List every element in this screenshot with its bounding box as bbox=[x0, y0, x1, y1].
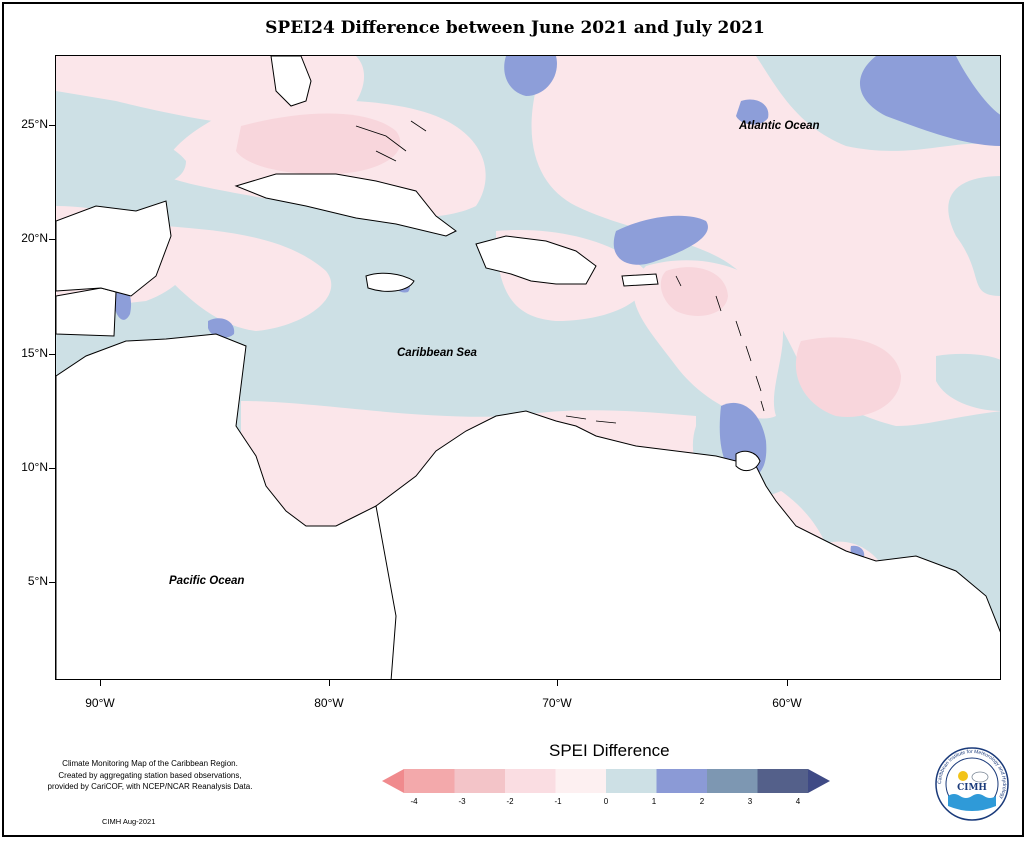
legend-tick-label: -1 bbox=[554, 797, 562, 806]
legend-cell bbox=[656, 769, 707, 793]
land-cuba bbox=[234, 173, 457, 237]
legend-cell bbox=[757, 769, 808, 793]
blue-pocket-gulf bbox=[72, 132, 186, 186]
note-line: Created by aggregating station based obs… bbox=[58, 770, 242, 780]
legend-tick-label: 4 bbox=[795, 797, 801, 806]
lon-label-60: 60°W bbox=[772, 696, 802, 710]
legend-tick-label: 1 bbox=[651, 797, 657, 806]
landmasses bbox=[56, 56, 1000, 679]
map-panel bbox=[55, 55, 1001, 680]
legend-tick-label: 2 bbox=[699, 797, 705, 806]
lat-label-10: 10°N bbox=[21, 460, 48, 474]
blue-pocket-far-east bbox=[936, 353, 1000, 411]
lat-label-5: 5°N bbox=[27, 574, 48, 588]
pos-area-puertorico bbox=[613, 215, 708, 265]
pos-area-north bbox=[504, 56, 557, 96]
pos-spot-honduras bbox=[208, 318, 235, 338]
land-puertorico bbox=[621, 273, 659, 287]
lat-label-20: 20°N bbox=[21, 231, 48, 245]
legend-tick-label: 3 bbox=[747, 797, 753, 806]
lon-label-80: 80°W bbox=[314, 696, 344, 710]
sun-icon bbox=[958, 771, 968, 781]
lon-label-70: 70°W bbox=[542, 696, 572, 710]
legend-tick-label: -2 bbox=[506, 797, 514, 806]
lon-label-90: 90°W bbox=[85, 696, 115, 710]
lat-label-15: 15°N bbox=[21, 346, 48, 360]
land-florida bbox=[270, 56, 312, 107]
label-caribbean-sea: Caribbean Sea bbox=[397, 347, 477, 359]
lon-tick-60 bbox=[787, 680, 788, 686]
lon-tick-90 bbox=[100, 680, 101, 686]
neg-area-cayman bbox=[166, 226, 332, 331]
legend-cell bbox=[606, 769, 657, 793]
note-line: provided by CariCOF, with NCEP/NCAR Rean… bbox=[47, 782, 253, 791]
land-belize-guatemala bbox=[56, 287, 117, 337]
lat-tick-20 bbox=[49, 239, 55, 240]
label-pacific-ocean: Pacific Ocean bbox=[169, 575, 245, 587]
neg-area-atlantic bbox=[531, 56, 1000, 426]
water-waves-icon bbox=[948, 794, 996, 811]
legend-title: SPEI Difference bbox=[549, 741, 670, 760]
islands-lesser-antilles bbox=[675, 275, 765, 412]
islands-outline bbox=[355, 120, 765, 424]
legend-cell bbox=[505, 769, 556, 793]
lat-label-25: 25°N bbox=[21, 117, 48, 131]
islands-abc bbox=[565, 415, 617, 424]
legend-cells bbox=[382, 769, 830, 793]
lon-tick-80 bbox=[329, 680, 330, 686]
land-hispaniola bbox=[475, 235, 597, 285]
legend-arrow-high bbox=[808, 769, 830, 793]
lon-tick-70 bbox=[557, 680, 558, 686]
field-positive bbox=[114, 56, 1000, 627]
land-yucatan bbox=[56, 200, 172, 297]
land-jamaica bbox=[365, 272, 415, 292]
lat-tick-10 bbox=[49, 468, 55, 469]
map-canvas bbox=[56, 56, 1000, 679]
cloud-icon bbox=[971, 771, 989, 783]
field-moderate-negative bbox=[236, 113, 901, 417]
cimh-logo: Caribbean Institute for Meteorology and … bbox=[935, 747, 1009, 821]
pos-area-northeast bbox=[860, 56, 1000, 146]
label-atlantic-ocean: Atlantic Ocean bbox=[739, 120, 820, 132]
map-title: SPEI24 Difference between June 2021 and … bbox=[265, 18, 765, 38]
legend-tick-label: -3 bbox=[458, 797, 466, 806]
pos-spot-atlantic bbox=[736, 99, 769, 125]
lat-tick-15 bbox=[49, 354, 55, 355]
logo-abbreviation: CIMH bbox=[957, 783, 987, 793]
neg-spot-bahamas bbox=[236, 113, 401, 175]
data-source-note: Climate Monitoring Map of the Caribbean … bbox=[20, 758, 280, 793]
islands-bahamas bbox=[355, 120, 427, 162]
legend-arrow-low bbox=[382, 769, 404, 793]
legend-tick-label: 0 bbox=[603, 797, 609, 806]
legend-tick-label: -4 bbox=[410, 797, 418, 806]
note-line: Climate Monitoring Map of the Caribbean … bbox=[62, 759, 238, 768]
legend-colorbar bbox=[382, 769, 830, 793]
lat-tick-5 bbox=[49, 582, 55, 583]
neg-spot-east bbox=[795, 337, 901, 417]
credit-text: CIMH Aug-2021 bbox=[102, 817, 156, 826]
legend-cell bbox=[404, 769, 455, 793]
legend-cell bbox=[454, 769, 505, 793]
lat-tick-25 bbox=[49, 125, 55, 126]
legend-cell bbox=[707, 769, 758, 793]
land-trinidad bbox=[735, 450, 761, 472]
land-south-america bbox=[375, 410, 1000, 679]
legend-cell bbox=[555, 769, 606, 793]
